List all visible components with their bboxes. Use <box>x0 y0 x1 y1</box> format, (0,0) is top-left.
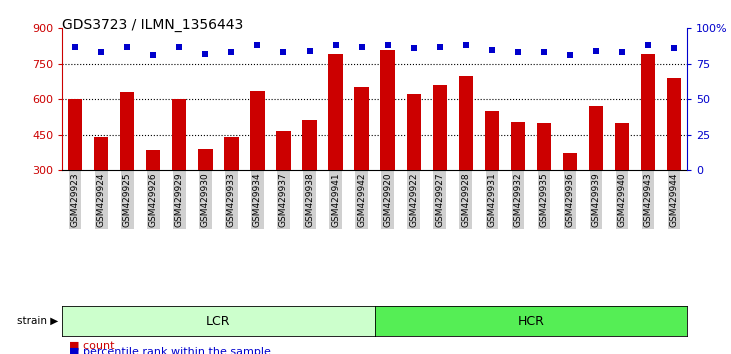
Bar <box>68 99 83 170</box>
Bar <box>563 153 577 170</box>
Bar <box>458 75 473 170</box>
Point <box>226 50 238 55</box>
Point <box>434 44 446 50</box>
Text: strain ▶: strain ▶ <box>18 316 58 326</box>
Text: HCR: HCR <box>518 315 545 328</box>
Bar <box>485 111 499 170</box>
Bar <box>667 78 681 170</box>
Bar <box>120 92 135 170</box>
Point <box>564 52 576 58</box>
Point <box>251 42 263 48</box>
Bar <box>94 137 108 170</box>
Bar <box>589 106 603 170</box>
Bar <box>537 123 551 170</box>
Point <box>512 50 523 55</box>
Bar <box>276 131 291 170</box>
Text: LCR: LCR <box>206 315 231 328</box>
Point <box>486 47 498 52</box>
Bar <box>615 123 629 170</box>
Bar <box>146 150 160 170</box>
Point <box>95 50 107 55</box>
Bar <box>511 121 525 170</box>
Point <box>69 44 81 50</box>
Bar <box>303 120 317 170</box>
Point <box>121 44 133 50</box>
Point <box>382 42 393 48</box>
Point <box>303 48 315 54</box>
Point <box>460 42 471 48</box>
Bar <box>328 54 343 170</box>
Point <box>408 45 420 51</box>
Bar <box>355 87 368 170</box>
Bar <box>381 50 395 170</box>
Point <box>616 50 628 55</box>
Point <box>148 52 159 58</box>
Text: GDS3723 / ILMN_1356443: GDS3723 / ILMN_1356443 <box>62 18 243 32</box>
Point <box>668 45 680 51</box>
Point <box>278 50 289 55</box>
Bar <box>433 85 447 170</box>
Point <box>330 42 341 48</box>
Point <box>200 51 211 57</box>
Point <box>173 44 185 50</box>
Point <box>538 50 550 55</box>
Bar <box>224 137 238 170</box>
Bar <box>198 149 213 170</box>
Bar <box>250 91 265 170</box>
Text: ■ percentile rank within the sample: ■ percentile rank within the sample <box>69 347 271 354</box>
Point <box>590 48 602 54</box>
Bar <box>406 95 421 170</box>
Text: ■ count: ■ count <box>69 340 115 350</box>
Bar <box>641 54 655 170</box>
Point <box>356 44 368 50</box>
Point <box>643 42 654 48</box>
Bar <box>173 99 186 170</box>
